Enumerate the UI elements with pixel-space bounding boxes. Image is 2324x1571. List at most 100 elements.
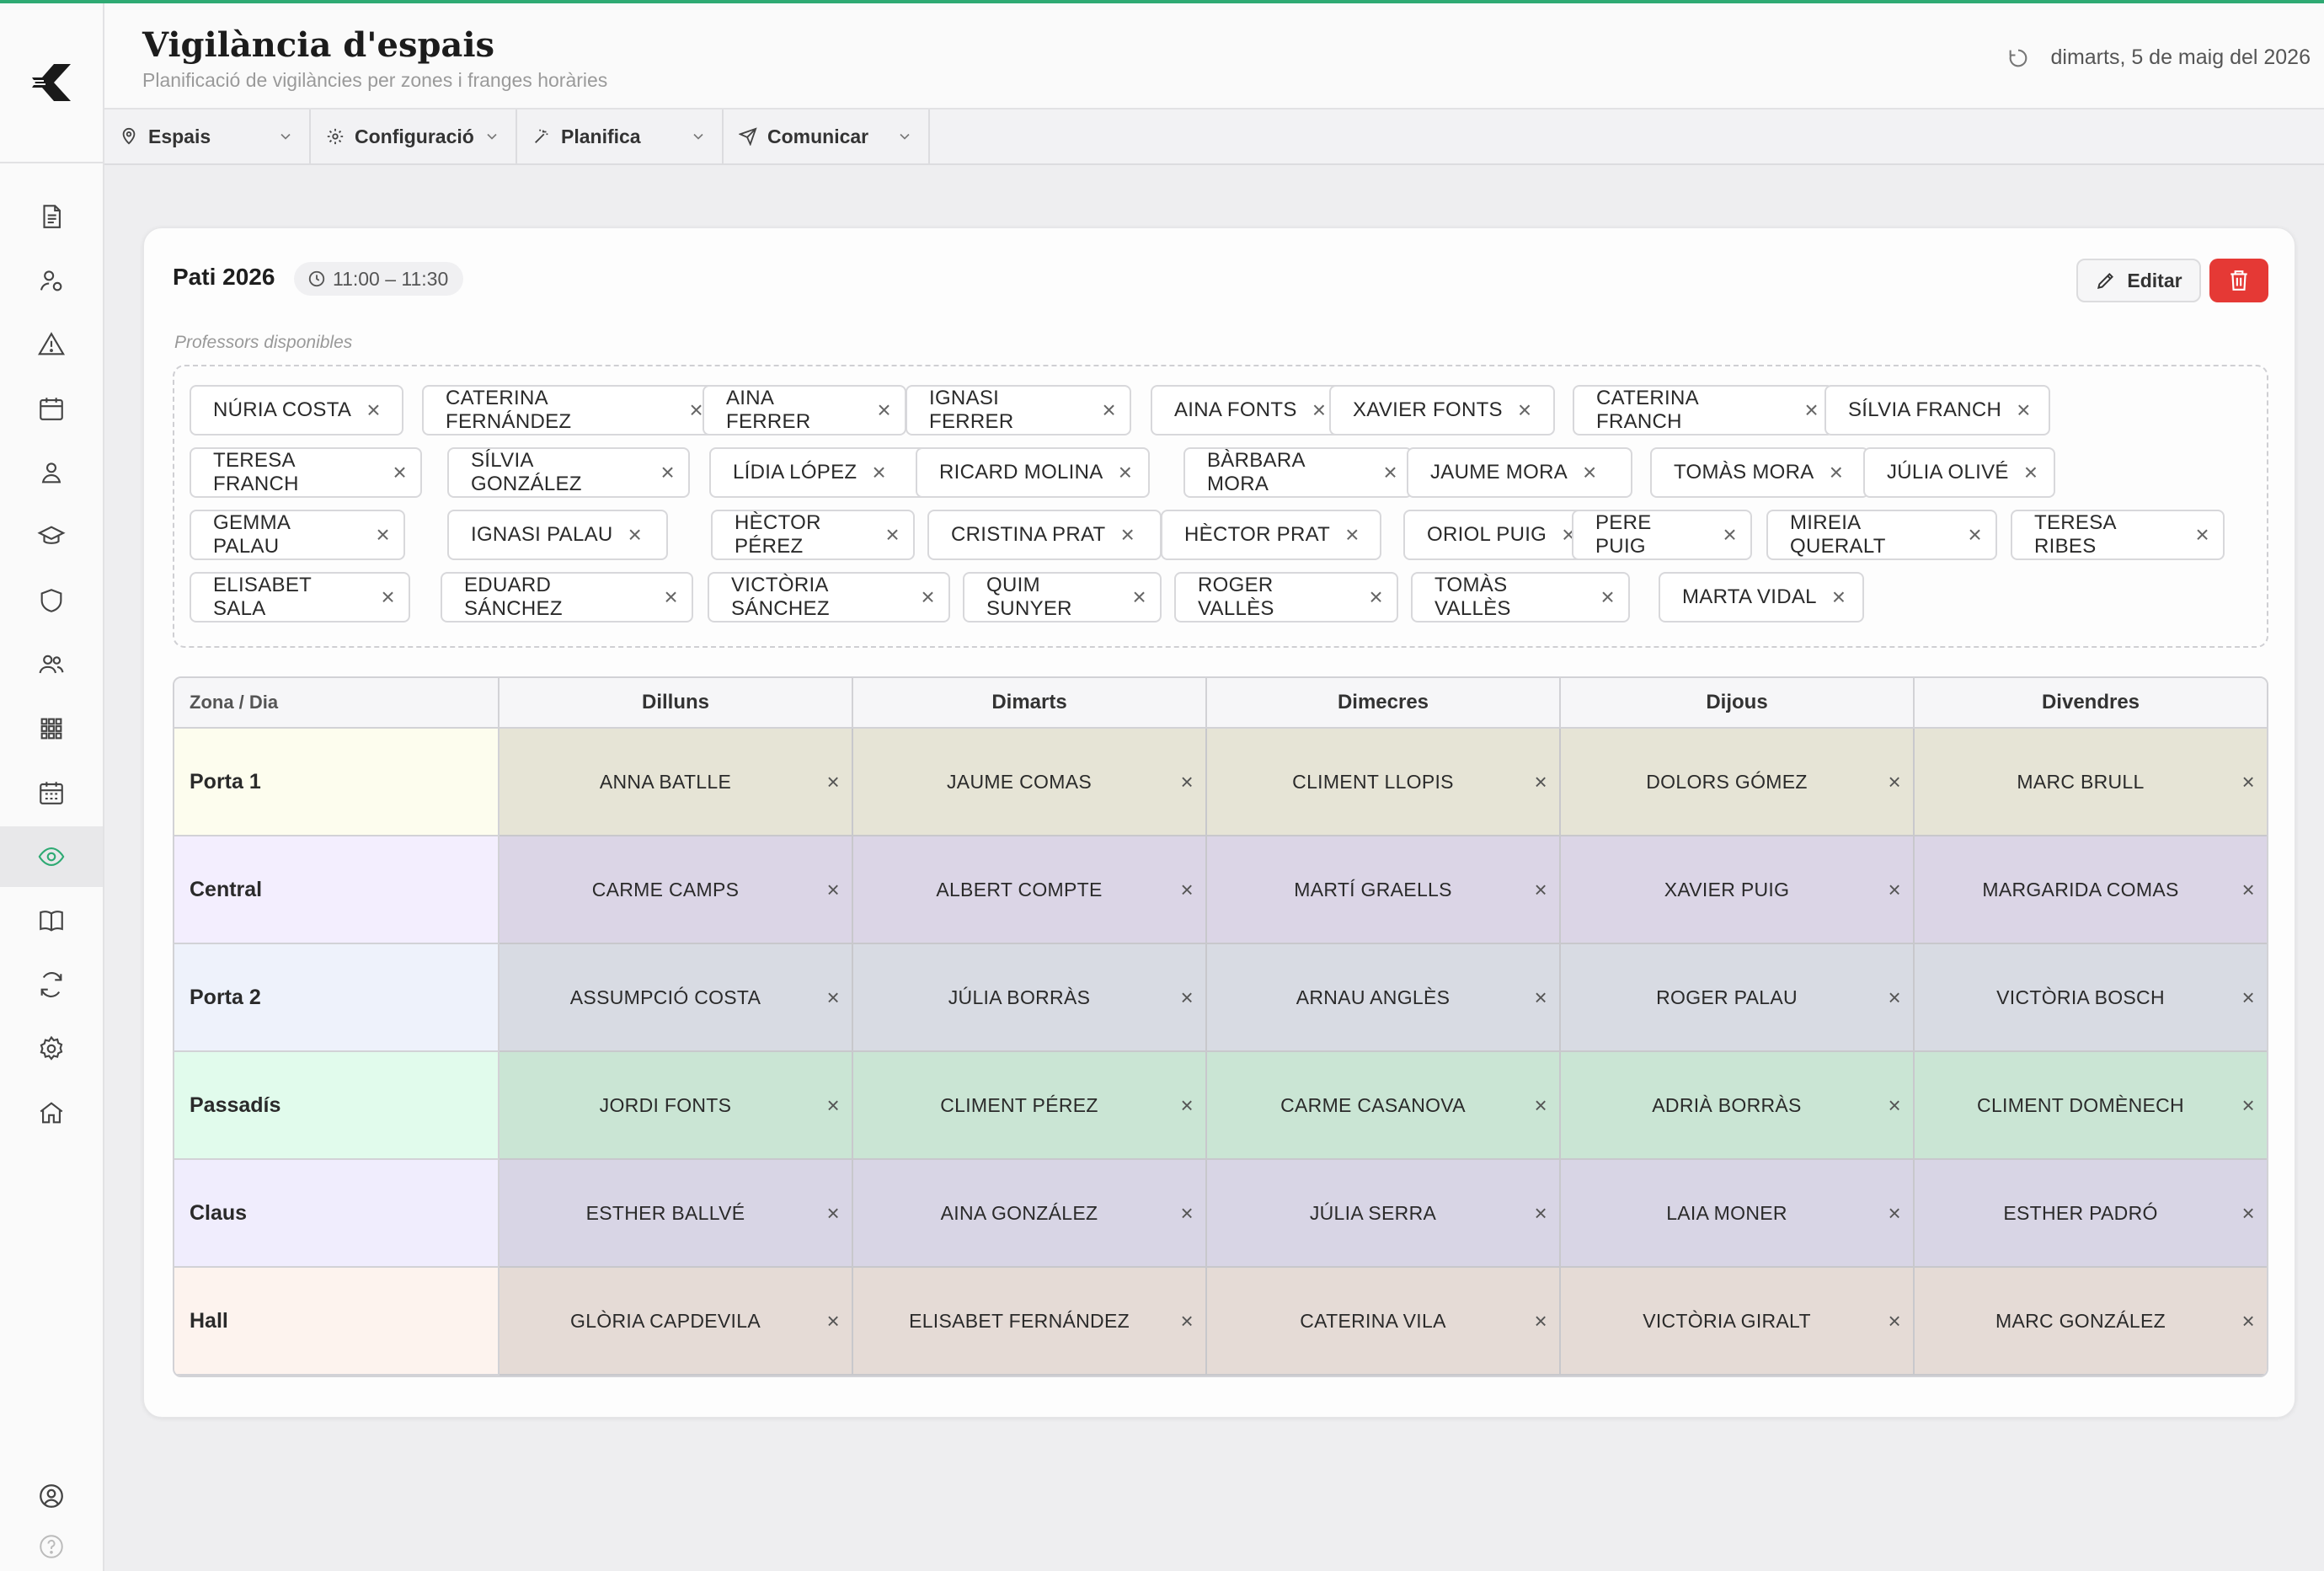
remove-icon[interactable]: × bbox=[2241, 769, 2255, 794]
remove-icon[interactable]: × bbox=[1829, 459, 1844, 485]
remove-icon[interactable]: × bbox=[1534, 985, 1547, 1010]
assignment-cell[interactable]: ESTHER PADRÓ × bbox=[1915, 1160, 2267, 1268]
teacher-chip[interactable]: MARTA VIDAL × bbox=[1659, 572, 1864, 623]
remove-icon[interactable]: × bbox=[1534, 1308, 1547, 1333]
assignment-cell[interactable]: MARTÍ GRAELLS × bbox=[1207, 836, 1561, 944]
teacher-chip[interactable]: TOMÀS VALLÈS × bbox=[1411, 572, 1630, 623]
teacher-chip[interactable]: MIREIA QUERALT × bbox=[1766, 510, 1997, 560]
remove-icon[interactable]: × bbox=[1120, 521, 1135, 548]
teacher-chip[interactable]: ELISABET SALA × bbox=[190, 572, 410, 623]
remove-icon[interactable]: × bbox=[1180, 1308, 1194, 1333]
sidebar-item-refresh[interactable] bbox=[0, 954, 103, 1015]
teacher-chip[interactable]: CATERINA FRANCH × bbox=[1573, 385, 1834, 435]
remove-icon[interactable]: × bbox=[1534, 1093, 1547, 1118]
remove-icon[interactable]: × bbox=[1517, 397, 1532, 423]
remove-icon[interactable]: × bbox=[1583, 459, 1597, 485]
assignment-cell[interactable]: CLIMENT PÉREZ × bbox=[853, 1052, 1207, 1160]
remove-icon[interactable]: × bbox=[1888, 877, 1901, 902]
remove-icon[interactable]: × bbox=[660, 459, 675, 485]
remove-icon[interactable]: × bbox=[1180, 985, 1194, 1010]
remove-icon[interactable]: × bbox=[1369, 584, 1383, 610]
remove-icon[interactable]: × bbox=[1132, 584, 1146, 610]
assignment-cell[interactable]: DOLORS GÓMEZ × bbox=[1561, 729, 1915, 836]
teacher-chip[interactable]: SÍLVIA GONZÁLEZ × bbox=[447, 447, 690, 498]
assignment-cell[interactable]: AINA GONZÁLEZ × bbox=[853, 1160, 1207, 1268]
remove-icon[interactable]: × bbox=[2195, 521, 2209, 548]
assignment-cell[interactable]: MARC BRULL × bbox=[1915, 729, 2267, 836]
sidebar-item-user[interactable] bbox=[0, 442, 103, 503]
teacher-chip[interactable]: XAVIER FONTS × bbox=[1329, 385, 1555, 435]
menu-espais[interactable]: Espais bbox=[104, 110, 311, 163]
teacher-chip[interactable]: CATERINA FERNÁNDEZ × bbox=[422, 385, 719, 435]
assignment-cell[interactable]: CLIMENT DOMÈNECH × bbox=[1915, 1052, 2267, 1160]
remove-icon[interactable]: × bbox=[872, 459, 887, 485]
teacher-chip[interactable]: BÀRBARA MORA × bbox=[1183, 447, 1413, 498]
remove-icon[interactable]: × bbox=[1180, 769, 1194, 794]
assignment-cell[interactable]: ARNAU ANGLÈS × bbox=[1207, 944, 1561, 1052]
remove-icon[interactable]: × bbox=[1345, 521, 1360, 548]
assignment-cell[interactable]: GLÒRIA CAPDEVILA × bbox=[500, 1268, 853, 1376]
assignment-cell[interactable]: MARGARIDA COMAS × bbox=[1915, 836, 2267, 944]
assignment-cell[interactable]: JORDI FONTS × bbox=[500, 1052, 853, 1160]
remove-icon[interactable]: × bbox=[885, 521, 900, 548]
teacher-chip[interactable]: TERESA FRANCH × bbox=[190, 447, 422, 498]
remove-icon[interactable]: × bbox=[366, 397, 381, 423]
assignment-cell[interactable]: VICTÒRIA GIRALT × bbox=[1561, 1268, 1915, 1376]
delete-button[interactable] bbox=[2209, 259, 2268, 302]
assignment-cell[interactable]: ADRIÀ BORRÀS × bbox=[1561, 1052, 1915, 1160]
remove-icon[interactable]: × bbox=[2241, 1308, 2255, 1333]
assignment-cell[interactable]: CARME CAMPS × bbox=[500, 836, 853, 944]
assignment-cell[interactable]: LAIA MONER × bbox=[1561, 1160, 1915, 1268]
remove-icon[interactable]: × bbox=[376, 521, 390, 548]
remove-icon[interactable]: × bbox=[1831, 584, 1846, 610]
sidebar-item-book[interactable] bbox=[0, 890, 103, 951]
remove-icon[interactable]: × bbox=[2241, 985, 2255, 1010]
teacher-chip[interactable]: LÍDIA LÓPEZ × bbox=[709, 447, 935, 498]
teacher-chip[interactable]: ROGER VALLÈS × bbox=[1174, 572, 1398, 623]
remove-icon[interactable]: × bbox=[1180, 1200, 1194, 1226]
remove-icon[interactable]: × bbox=[1180, 1093, 1194, 1118]
remove-icon[interactable]: × bbox=[2241, 1093, 2255, 1118]
teacher-chip[interactable]: PERE PUIG × bbox=[1572, 510, 1752, 560]
app-logo[interactable] bbox=[0, 3, 104, 163]
teacher-chip[interactable]: HÈCTOR PÉREZ × bbox=[711, 510, 915, 560]
teacher-chip[interactable]: RICARD MOLINA × bbox=[916, 447, 1150, 498]
account-icon[interactable] bbox=[0, 1466, 103, 1526]
sidebar-item-users[interactable] bbox=[0, 634, 103, 695]
teacher-chip[interactable]: GEMMA PALAU × bbox=[190, 510, 405, 560]
remove-icon[interactable]: × bbox=[1180, 877, 1194, 902]
remove-icon[interactable]: × bbox=[381, 584, 395, 610]
sidebar-item-graduation-cap[interactable] bbox=[0, 506, 103, 567]
remove-icon[interactable]: × bbox=[877, 397, 891, 423]
teacher-chip[interactable]: JÚLIA OLIVÉ × bbox=[1863, 447, 2055, 498]
remove-icon[interactable]: × bbox=[1102, 397, 1116, 423]
teacher-chip[interactable]: EDUARD SÁNCHEZ × bbox=[441, 572, 693, 623]
refresh-icon[interactable] bbox=[2006, 46, 2030, 70]
help-icon[interactable] bbox=[0, 1516, 103, 1571]
remove-icon[interactable]: × bbox=[826, 877, 840, 902]
teacher-chip[interactable]: JAUME MORA × bbox=[1407, 447, 1632, 498]
remove-icon[interactable]: × bbox=[921, 584, 935, 610]
assignment-cell[interactable]: CARME CASANOVA × bbox=[1207, 1052, 1561, 1160]
assignment-cell[interactable]: ELISABET FERNÁNDEZ × bbox=[853, 1268, 1207, 1376]
remove-icon[interactable]: × bbox=[826, 1308, 840, 1333]
remove-icon[interactable]: × bbox=[1312, 397, 1327, 423]
teacher-chip[interactable]: QUIM SUNYER × bbox=[963, 572, 1162, 623]
teacher-chip[interactable]: AINA FONTS × bbox=[1151, 385, 1354, 435]
assignment-cell[interactable]: JAUME COMAS × bbox=[853, 729, 1207, 836]
remove-icon[interactable]: × bbox=[1600, 584, 1615, 610]
sidebar-item-warning[interactable] bbox=[0, 314, 103, 375]
sidebar-item-home[interactable] bbox=[0, 1082, 103, 1143]
sidebar-item-grid[interactable] bbox=[0, 698, 103, 759]
remove-icon[interactable]: × bbox=[1888, 769, 1901, 794]
remove-icon[interactable]: × bbox=[1534, 877, 1547, 902]
assignment-cell[interactable]: MARC GONZÁLEZ × bbox=[1915, 1268, 2267, 1376]
remove-icon[interactable]: × bbox=[1888, 1308, 1901, 1333]
remove-icon[interactable]: × bbox=[1968, 521, 1982, 548]
teacher-chip[interactable]: IGNASI PALAU × bbox=[447, 510, 668, 560]
edit-button[interactable]: Editar bbox=[2076, 259, 2201, 302]
teacher-chip[interactable]: SÍLVIA FRANCH × bbox=[1824, 385, 2050, 435]
remove-icon[interactable]: × bbox=[826, 1200, 840, 1226]
remove-icon[interactable]: × bbox=[826, 1093, 840, 1118]
assignment-cell[interactable]: ROGER PALAU × bbox=[1561, 944, 1915, 1052]
